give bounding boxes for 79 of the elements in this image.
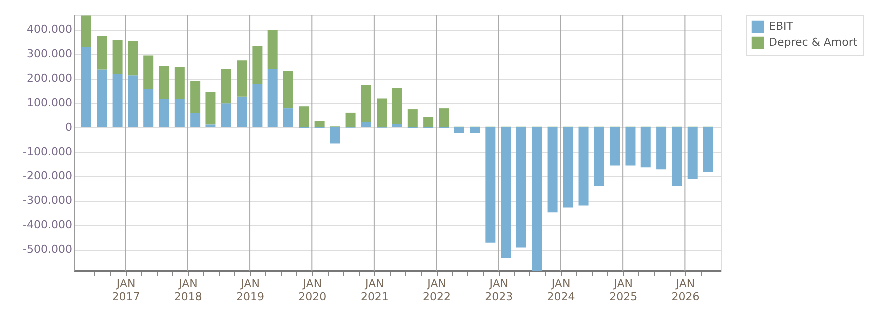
bar bbox=[672, 127, 682, 186]
y-tick-label: 100.000 bbox=[27, 96, 72, 110]
bar bbox=[688, 127, 698, 180]
bar bbox=[346, 112, 356, 128]
x-tick-label: JAN 2024 bbox=[547, 278, 576, 304]
bar bbox=[252, 46, 263, 84]
bar bbox=[314, 121, 325, 128]
bar bbox=[144, 89, 154, 128]
bar bbox=[159, 99, 170, 128]
bar bbox=[112, 40, 123, 74]
bar bbox=[516, 127, 526, 248]
bar bbox=[626, 127, 636, 166]
bar bbox=[594, 127, 604, 186]
x-tick-label: JAN 2020 bbox=[298, 278, 327, 304]
bar bbox=[408, 110, 418, 128]
bar bbox=[206, 92, 216, 125]
bar bbox=[283, 108, 294, 128]
bar bbox=[486, 127, 496, 243]
bar bbox=[237, 96, 248, 128]
bar bbox=[392, 124, 402, 128]
bar bbox=[578, 127, 589, 206]
bar bbox=[330, 127, 340, 144]
x-tick-label: JAN 2018 bbox=[174, 278, 202, 304]
bar bbox=[268, 69, 278, 128]
bar bbox=[703, 127, 713, 173]
y-tick-label: 200.000 bbox=[27, 72, 72, 86]
bar bbox=[190, 113, 201, 128]
x-tick-label: JAN 2023 bbox=[485, 278, 514, 304]
y-tick-label: -300.000 bbox=[23, 194, 72, 208]
bar bbox=[548, 127, 558, 213]
bar bbox=[454, 127, 464, 134]
y-tick-label: -400.000 bbox=[23, 218, 72, 232]
x-tick-label: JAN 2021 bbox=[360, 278, 389, 304]
bar bbox=[501, 127, 512, 259]
x-tick-label: JAN 2022 bbox=[423, 278, 452, 304]
x-tick-label: JAN 2019 bbox=[236, 278, 265, 304]
bar bbox=[361, 122, 372, 128]
bar bbox=[128, 76, 138, 128]
bar bbox=[97, 70, 108, 128]
bar bbox=[532, 127, 542, 271]
y-tick-label: -200.000 bbox=[23, 170, 72, 183]
y-tick-label: -100.000 bbox=[23, 145, 72, 158]
bar bbox=[81, 47, 92, 128]
bar bbox=[252, 84, 263, 128]
bar bbox=[361, 85, 372, 122]
legend-label: Deprec & Amort bbox=[769, 36, 858, 49]
bar bbox=[221, 69, 232, 104]
bar bbox=[470, 127, 480, 134]
bar bbox=[439, 108, 450, 128]
bar bbox=[299, 106, 310, 128]
y-tick-label: 0 bbox=[66, 120, 72, 134]
bar bbox=[640, 127, 651, 168]
bar bbox=[97, 36, 108, 70]
bar bbox=[377, 98, 388, 128]
bar bbox=[144, 56, 154, 90]
bar bbox=[283, 71, 294, 109]
bar bbox=[563, 127, 574, 208]
bar bbox=[159, 66, 170, 100]
x-tick-label: JAN 2025 bbox=[610, 278, 638, 304]
bar bbox=[268, 30, 278, 70]
bar bbox=[610, 127, 620, 166]
bar bbox=[174, 68, 185, 100]
bar bbox=[656, 127, 667, 170]
legend-label: EBIT bbox=[769, 20, 794, 33]
bar bbox=[112, 74, 123, 128]
bar bbox=[128, 41, 138, 76]
bar bbox=[174, 99, 185, 128]
y-tick-label: 400.000 bbox=[27, 23, 72, 36]
bar bbox=[237, 60, 248, 97]
x-tick-label: JAN 2026 bbox=[672, 278, 700, 304]
x-tick-label: JAN 2017 bbox=[112, 278, 140, 304]
bar bbox=[424, 117, 434, 128]
bar bbox=[221, 104, 232, 128]
bar bbox=[392, 88, 402, 124]
y-tick-label: -500.000 bbox=[23, 243, 72, 256]
y-tick-label: 300.000 bbox=[27, 48, 72, 61]
bar bbox=[190, 81, 201, 114]
bar bbox=[206, 124, 216, 128]
bar bbox=[81, 16, 92, 47]
